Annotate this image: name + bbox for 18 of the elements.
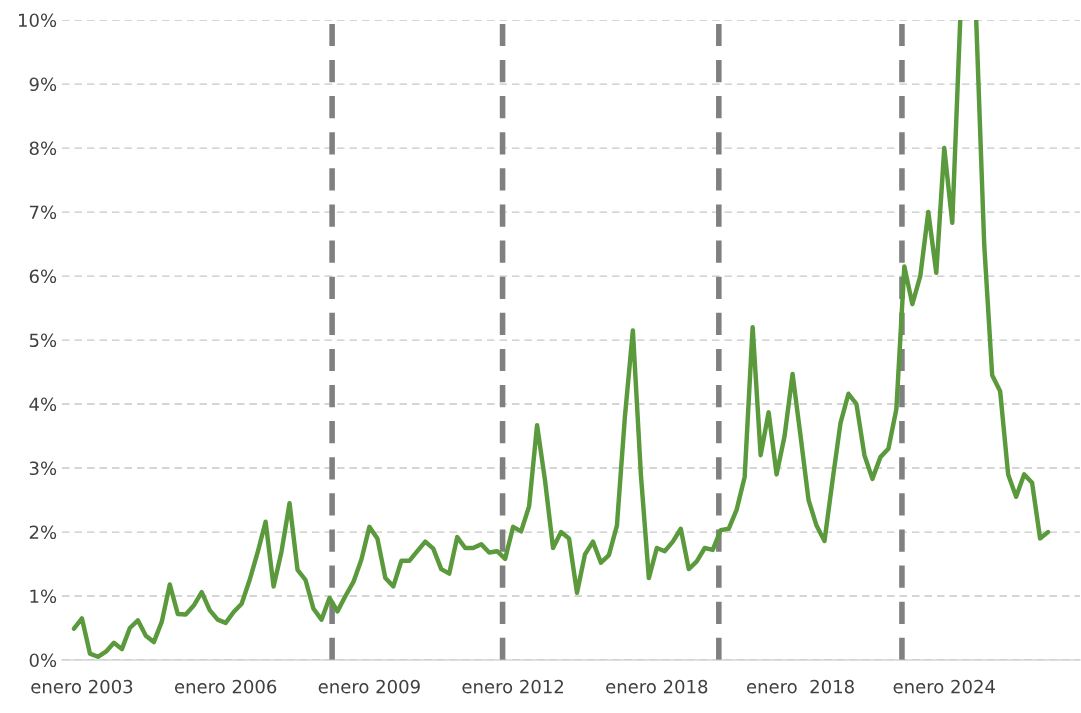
x-tick-label: enero 2009 [318, 679, 420, 694]
x-tick-label: enero 2006 [174, 679, 277, 694]
x-tick-label: enero 2018 [746, 679, 854, 694]
y-tick-label: 5% [29, 333, 57, 348]
y-tick-label: 6% [29, 269, 57, 284]
x-tick-label: enero 2024 [893, 679, 995, 694]
x-tick-label: enero 2018 [606, 679, 708, 694]
y-tick-label: 8% [29, 141, 57, 156]
x-tick-label: enero 2003 [31, 679, 133, 694]
y-tick-label: 2% [29, 525, 57, 540]
x-tick-label: enero 2012 [462, 679, 564, 694]
y-tick-label: 10% [18, 13, 57, 28]
y-tick-label: 1% [30, 589, 57, 604]
y-tick-label: 3% [29, 461, 57, 476]
y-tick-label: 0% [29, 653, 57, 668]
y-tick-label: 7% [29, 205, 57, 220]
y-tick-label: 9% [29, 77, 57, 92]
y-tick-label: 4% [29, 397, 57, 412]
